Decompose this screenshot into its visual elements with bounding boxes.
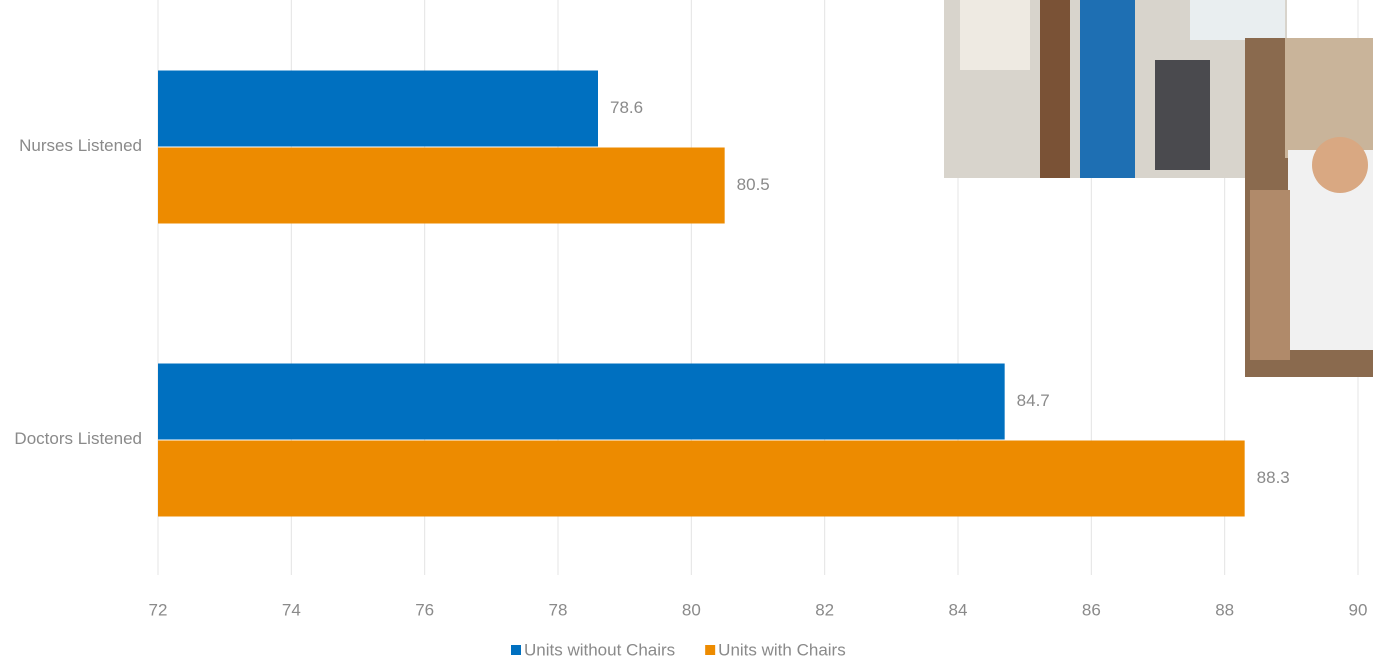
bar: [158, 440, 1245, 517]
legend-swatch: [705, 645, 716, 655]
bar: [158, 363, 1005, 440]
value-label: 88.3: [1257, 468, 1290, 487]
y-tick-label: Doctors Listened: [14, 429, 142, 448]
photo-nurse: [944, 0, 1287, 178]
legend-label: Units without Chairs: [524, 640, 675, 659]
x-tick-label: 88: [1215, 600, 1234, 619]
legend-swatch: [511, 645, 521, 655]
photo-doctor: [1245, 38, 1373, 377]
x-tick-label: 90: [1349, 600, 1368, 619]
x-tick-label: 80: [682, 600, 701, 619]
value-label: 78.6: [610, 98, 643, 117]
x-tick-label: 86: [1082, 600, 1101, 619]
legend-label: Units with Chairs: [718, 640, 846, 659]
y-tick-label: Nurses Listened: [19, 136, 142, 155]
value-label: 80.5: [737, 175, 770, 194]
x-tick-label: 82: [815, 600, 834, 619]
value-label: 84.7: [1017, 391, 1050, 410]
bars: [158, 70, 1245, 517]
x-tick-label: 74: [282, 600, 301, 619]
x-tick-label: 84: [949, 600, 968, 619]
bar: [158, 70, 598, 147]
x-tick-label: 72: [149, 600, 168, 619]
x-tick-label: 76: [415, 600, 434, 619]
x-tick-label: 78: [549, 600, 568, 619]
bar: [158, 147, 725, 224]
labels: 72 74 76 78 80 82 84 86 88 90 Nurses Listened 78.6 8…: [14, 98, 1367, 660]
